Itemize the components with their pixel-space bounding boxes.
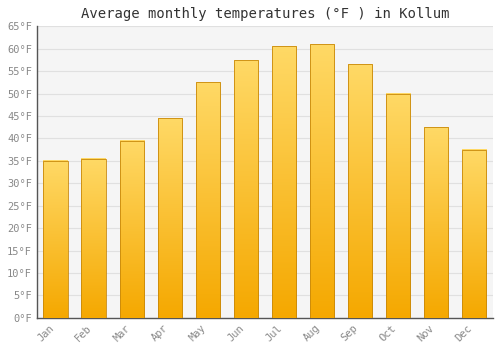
Bar <box>120 141 144 318</box>
Bar <box>196 82 220 318</box>
Bar <box>234 60 258 318</box>
Bar <box>158 118 182 318</box>
Bar <box>272 47 296 318</box>
Bar <box>310 44 334 318</box>
Title: Average monthly temperatures (°F ) in Kollum: Average monthly temperatures (°F ) in Ko… <box>80 7 449 21</box>
Bar <box>348 64 372 318</box>
Bar <box>44 161 68 318</box>
Bar <box>462 150 486 318</box>
Bar <box>424 127 448 318</box>
Bar <box>386 93 410 318</box>
Bar <box>82 159 106 318</box>
